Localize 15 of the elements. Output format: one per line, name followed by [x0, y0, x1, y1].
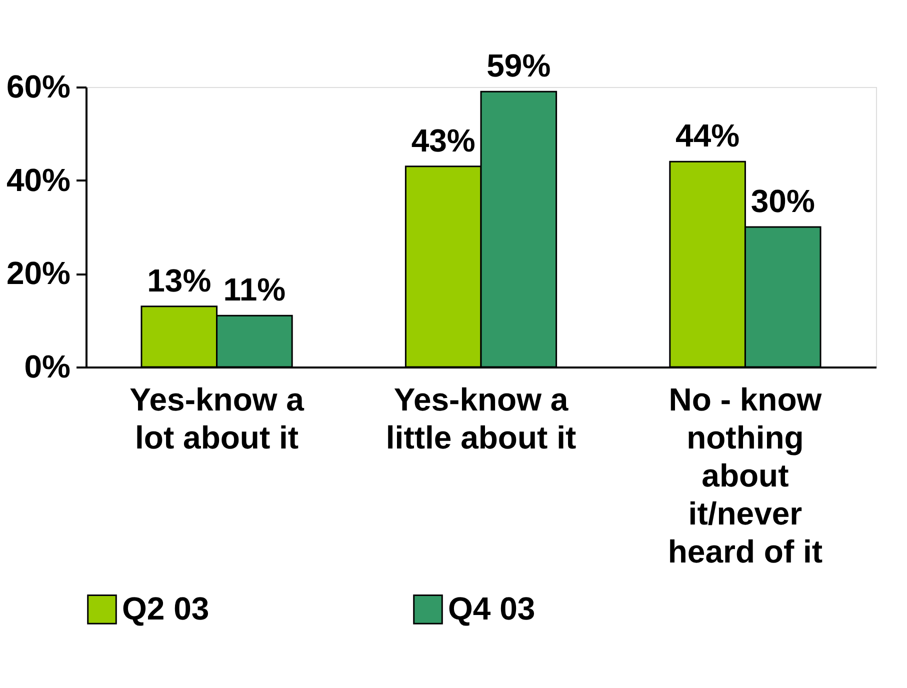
y-tick-label: 60%: [6, 68, 70, 104]
y-tick-label: 0%: [24, 348, 70, 384]
data-label: 30%: [750, 183, 815, 219]
data-label: 13%: [147, 262, 212, 298]
data-label: 59%: [486, 48, 551, 84]
y-tick-label: 20%: [6, 255, 70, 292]
data-label: 44%: [676, 118, 740, 154]
y-tick-label: 40%: [6, 162, 70, 198]
x-tick-label: No - know nothing about it/never heard of it: [668, 382, 823, 570]
data-label: 43%: [411, 122, 476, 158]
x-tick-label: Yes-know a lot about it: [130, 382, 304, 456]
data-label: 11%: [223, 272, 286, 308]
x-tick-label: Yes-know a little about it: [386, 382, 576, 456]
legend-label: Q2 03: [122, 590, 210, 626]
legend-label: Q4 03: [448, 590, 536, 626]
